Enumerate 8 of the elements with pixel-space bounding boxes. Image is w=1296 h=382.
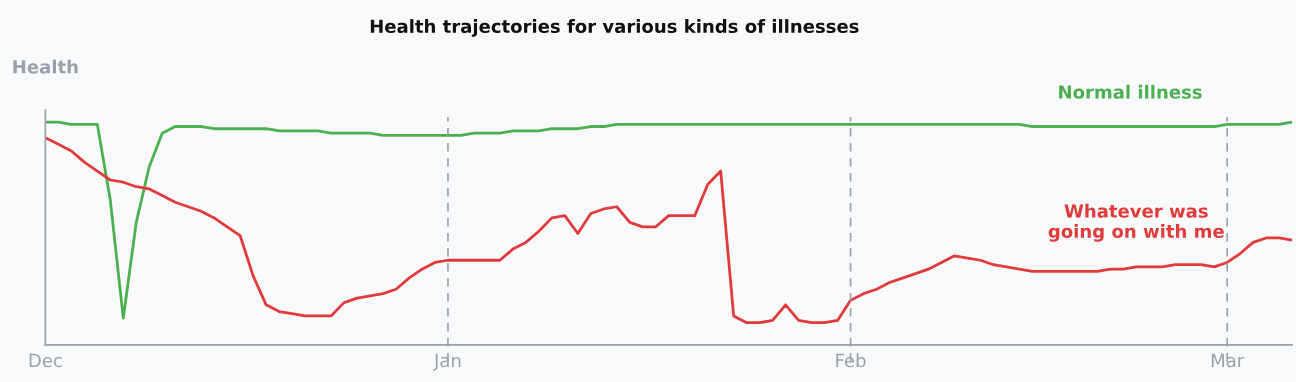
x-tick-label: Mar [1211, 353, 1245, 368]
series-label: Normal illness [1059, 84, 1202, 99]
x-tick-label: Jan [433, 353, 461, 371]
chart-title: Health trajectories for various kinds of illnesses [370, 19, 859, 37]
x-tick-label: Feb [836, 353, 866, 368]
x-tick-label: Dec [29, 353, 62, 368]
series-label: Whatever was going on with me [1048, 203, 1224, 242]
y-axis-title: Health [13, 59, 78, 74]
